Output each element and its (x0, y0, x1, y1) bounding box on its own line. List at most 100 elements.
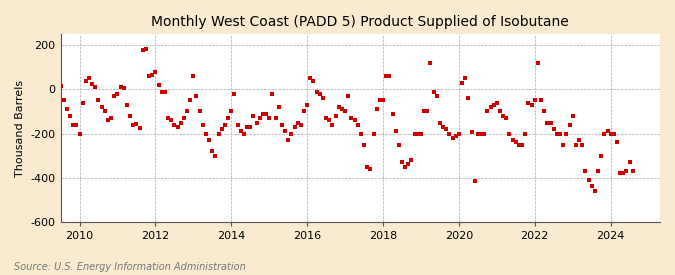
Point (219, 123, 230, 127)
Point (172, 125, 183, 129)
Point (194, 109, 205, 114)
Point (55, 84, 66, 88)
Point (510, 140, 521, 145)
Point (273, 105, 284, 109)
Point (602, 129, 613, 134)
Point (587, 184, 597, 189)
Point (257, 111, 268, 116)
Point (482, 109, 493, 114)
Point (46, 76, 57, 81)
Point (191, 94, 202, 98)
Point (131, 122, 142, 126)
Point (596, 153, 607, 158)
Point (71, 123, 82, 127)
Point (248, 114, 259, 118)
Point (302, 103, 313, 107)
Point (371, 107, 382, 111)
Point (157, 89, 167, 94)
Point (447, 136, 458, 140)
Point (115, 85, 126, 89)
Point (264, 116, 275, 120)
Point (457, 81, 468, 85)
Point (577, 142, 588, 147)
Point (441, 127, 452, 131)
Point (381, 74, 392, 78)
Point (163, 116, 173, 120)
Point (618, 171, 628, 175)
Point (545, 120, 556, 125)
Point (387, 111, 398, 116)
Point (93, 98, 104, 103)
Point (567, 114, 578, 118)
Point (472, 131, 483, 136)
Point (103, 118, 113, 122)
Point (615, 171, 626, 175)
Point (169, 123, 180, 127)
Point (580, 169, 591, 173)
Point (558, 142, 568, 147)
Point (508, 138, 518, 142)
Point (39, 85, 50, 89)
Point (605, 131, 616, 136)
Point (495, 109, 506, 114)
Point (365, 167, 376, 171)
Point (533, 61, 543, 65)
Point (627, 169, 638, 173)
Point (469, 179, 480, 183)
Point (147, 73, 158, 77)
Point (485, 105, 496, 109)
Point (428, 89, 439, 94)
Point (377, 98, 388, 103)
Point (340, 109, 350, 114)
Point (87, 82, 98, 86)
Point (245, 125, 256, 129)
Point (349, 118, 360, 122)
Point (311, 89, 322, 94)
Point (144, 74, 155, 78)
Point (599, 131, 610, 136)
Point (188, 74, 198, 78)
Point (589, 189, 600, 193)
Point (207, 149, 218, 153)
Point (422, 109, 433, 114)
Point (330, 114, 341, 118)
Point (593, 169, 603, 173)
Point (178, 116, 189, 120)
Point (368, 131, 379, 136)
Point (286, 131, 297, 136)
Point (140, 46, 151, 51)
Point (99, 109, 110, 114)
Point (232, 123, 243, 127)
Point (315, 92, 325, 96)
Point (65, 114, 76, 118)
Point (346, 116, 357, 120)
Point (106, 116, 117, 120)
Point (150, 70, 161, 74)
Point (435, 120, 446, 125)
Point (128, 123, 138, 127)
Point (122, 103, 132, 107)
Point (185, 98, 196, 103)
Point (226, 109, 237, 114)
Point (137, 48, 148, 52)
Point (292, 120, 303, 125)
Point (514, 142, 524, 147)
Text: Source: U.S. Energy Information Administration: Source: U.S. Energy Information Administ… (14, 262, 245, 272)
Point (479, 131, 489, 136)
Point (217, 127, 227, 131)
Point (412, 131, 423, 136)
Point (542, 120, 553, 125)
Point (501, 116, 512, 120)
Point (61, 107, 72, 111)
Point (409, 131, 420, 136)
Point (548, 127, 559, 131)
Point (43, 63, 53, 67)
Point (197, 123, 208, 127)
Point (570, 142, 581, 147)
Point (176, 120, 186, 125)
Point (394, 142, 404, 147)
Point (283, 138, 294, 142)
Point (504, 131, 515, 136)
Point (84, 76, 95, 81)
Point (270, 116, 281, 120)
